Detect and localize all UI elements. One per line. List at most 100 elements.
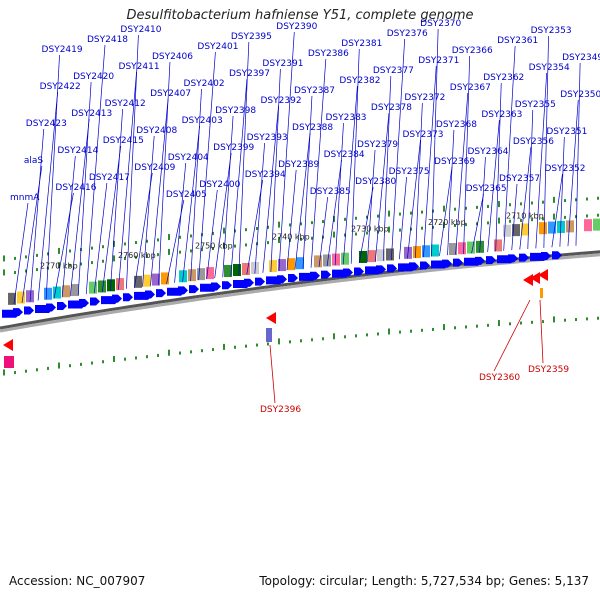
gene-label: DSY2417 xyxy=(89,173,130,183)
cog-block xyxy=(188,269,196,282)
gene-label: DSY2389 xyxy=(278,160,319,170)
gene-label: DSY2400 xyxy=(199,180,240,190)
gene-label: DSY2406 xyxy=(152,52,193,62)
leader-line xyxy=(238,41,250,276)
leader-line xyxy=(101,145,122,292)
cog-color-blocks xyxy=(8,218,600,305)
forward-gene-arrows xyxy=(2,251,562,318)
cog-block xyxy=(494,239,502,252)
gene-arrow xyxy=(24,306,34,315)
gene-label: DSY2367 xyxy=(450,83,491,93)
gene-label: DSY2403 xyxy=(182,116,223,126)
cog-block xyxy=(71,284,79,297)
reverse-cog-block xyxy=(4,356,14,368)
leader-line xyxy=(182,125,200,282)
reverse-gene-arrow xyxy=(266,312,276,324)
gene-arrow xyxy=(288,274,298,283)
cog-block xyxy=(314,255,322,268)
gene-label: DSY2410 xyxy=(120,25,161,35)
leader-line xyxy=(142,135,155,287)
leader-line xyxy=(447,129,455,256)
leader-line xyxy=(382,75,392,261)
leader-line xyxy=(551,173,563,248)
reverse-gene-label: DSY2396 xyxy=(260,405,301,415)
gene-label: DSY2409 xyxy=(134,163,175,173)
gene-label: DSY2405 xyxy=(166,190,207,200)
gene-arrow xyxy=(90,297,100,306)
gene-label: DSY2352 xyxy=(544,164,585,174)
gene-label: DSY2351 xyxy=(546,127,587,137)
gene-label: DSY2388 xyxy=(292,123,333,133)
scale-label: 2740 kbp xyxy=(272,233,310,242)
gene-label: DSY2354 xyxy=(529,63,570,73)
gene-label: DSY2370 xyxy=(420,19,461,29)
gene-label: DSY2387 xyxy=(294,86,335,96)
cog-block xyxy=(62,285,70,298)
gene-arrow xyxy=(156,289,166,298)
leader-line xyxy=(85,44,106,295)
gene-label: DSY2373 xyxy=(402,130,443,140)
gene-label: DSY2404 xyxy=(168,153,209,163)
leader-line xyxy=(399,176,407,260)
leader-line xyxy=(150,98,169,286)
leader-line xyxy=(439,166,453,256)
cog-block xyxy=(548,221,556,234)
leader-line xyxy=(230,78,248,277)
gene-arrow xyxy=(409,262,419,271)
gene-label: DSY2362 xyxy=(483,73,524,83)
gene-arrow xyxy=(541,252,551,261)
gene-label: DSY2394 xyxy=(245,170,286,180)
gene-label: DSY2413 xyxy=(71,109,112,119)
leader-line xyxy=(134,172,153,288)
cog-block xyxy=(26,290,34,303)
gene-label: DSY2416 xyxy=(55,183,96,193)
leader-line xyxy=(342,85,358,265)
leader-line xyxy=(527,109,534,249)
gene-arrow xyxy=(310,271,320,280)
gene-arrow xyxy=(376,265,386,274)
cog-block xyxy=(323,254,331,267)
gene-label: DSY2408 xyxy=(136,126,177,136)
gene-label: DSY2422 xyxy=(40,82,81,92)
cog-block xyxy=(467,241,475,254)
gene-arrow xyxy=(145,290,155,299)
cog-block xyxy=(206,267,214,280)
gene-arrow xyxy=(387,264,397,273)
leader-line xyxy=(158,61,171,285)
gene-arrow xyxy=(519,253,529,262)
cog-block xyxy=(332,253,340,266)
gene-label: DSY2419 xyxy=(42,45,83,55)
cog-block xyxy=(143,274,151,287)
gene-label: DSY2377 xyxy=(373,66,414,76)
label-leader-lines xyxy=(13,28,581,404)
gene-label: DSY2365 xyxy=(466,184,507,194)
leader-line xyxy=(511,183,518,251)
gene-label: DSY2379 xyxy=(357,140,398,150)
gene-arrow xyxy=(486,256,496,265)
leader-line xyxy=(246,179,264,275)
leader-line xyxy=(390,38,406,260)
gene-label: alaS xyxy=(24,156,44,166)
cog-block xyxy=(359,250,367,263)
leader-line xyxy=(174,162,187,283)
cog-block xyxy=(242,263,250,276)
gene-label: DSY2383 xyxy=(325,113,366,123)
gene-label: DSY2381 xyxy=(341,39,382,49)
leader-line xyxy=(493,299,531,372)
reverse-gene-label: DSY2360 xyxy=(479,373,520,383)
scale-label: 2730 kbp xyxy=(351,225,389,234)
reverse-cog-block xyxy=(540,288,543,298)
gene-arrow xyxy=(343,268,353,277)
gene-arrow xyxy=(123,293,133,302)
gene-label: DSY2414 xyxy=(57,146,98,156)
leader-line xyxy=(487,119,500,252)
leader-line xyxy=(214,152,232,279)
leader-line xyxy=(29,128,45,302)
leader-line xyxy=(358,186,374,264)
cog-block xyxy=(224,265,232,278)
cog-block xyxy=(593,218,600,231)
gene-arrow xyxy=(46,303,56,312)
gene-arrow xyxy=(475,256,485,265)
leader-line xyxy=(93,182,108,293)
gene-arrow xyxy=(508,254,518,263)
